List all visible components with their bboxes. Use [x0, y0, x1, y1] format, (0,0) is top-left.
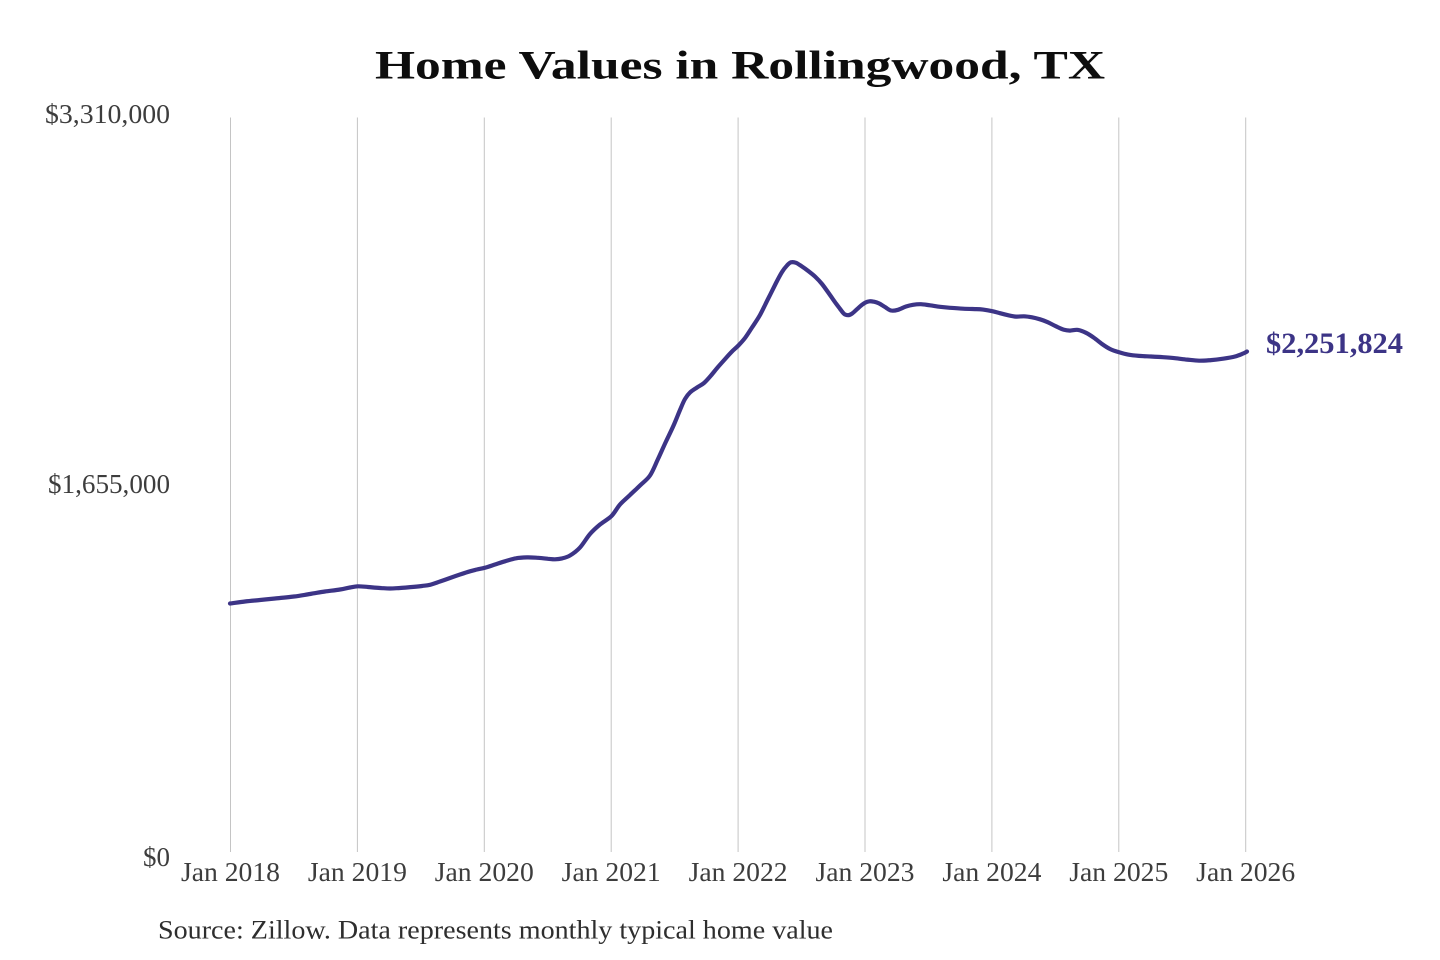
svg-text:Jan 2024: Jan 2024 [942, 857, 1042, 887]
svg-text:Jan 2019: Jan 2019 [308, 857, 407, 887]
svg-text:Home Values in Rollingwood, TX: Home Values in Rollingwood, TX [375, 43, 1105, 88]
svg-text:$3,310,000: $3,310,000 [45, 99, 170, 129]
svg-text:Jan 2018: Jan 2018 [181, 857, 280, 887]
svg-text:Jan 2022: Jan 2022 [689, 857, 788, 887]
svg-text:Jan 2025: Jan 2025 [1069, 857, 1168, 887]
svg-text:$2,251,824: $2,251,824 [1266, 327, 1403, 360]
svg-text:Source: Zillow. Data represent: Source: Zillow. Data represents monthly … [158, 916, 833, 945]
svg-text:$1,655,000: $1,655,000 [48, 469, 170, 499]
svg-text:$0: $0 [143, 842, 170, 872]
svg-text:Jan 2021: Jan 2021 [562, 857, 661, 887]
svg-text:Jan 2023: Jan 2023 [816, 857, 915, 887]
svg-text:Jan 2020: Jan 2020 [435, 857, 534, 887]
svg-text:Jan 2026: Jan 2026 [1196, 857, 1295, 887]
